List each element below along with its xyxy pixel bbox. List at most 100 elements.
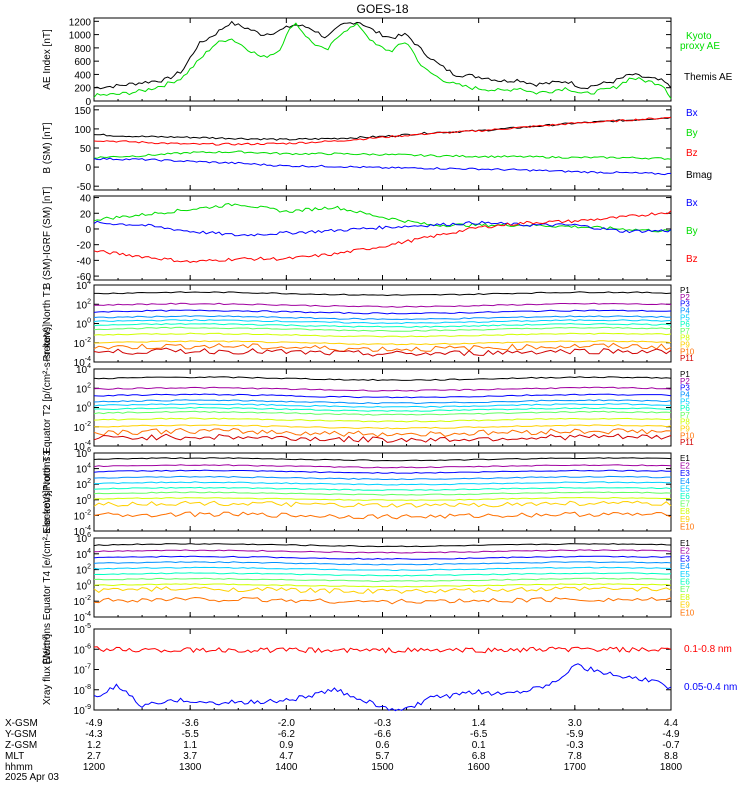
y-tick-label: -50 bbox=[77, 182, 92, 193]
ephemeris-value: 4.7 bbox=[279, 751, 293, 762]
channel-line-p4 bbox=[93, 315, 672, 321]
y-tick-label: -40 bbox=[77, 256, 92, 267]
ephemeris-value: 1300 bbox=[179, 762, 202, 773]
y-tick-label: 104 bbox=[76, 548, 91, 561]
y-tick-label: 0 bbox=[85, 225, 91, 236]
channel-label-p6: P6 bbox=[680, 404, 690, 413]
ephemeris-value: -6.2 bbox=[278, 729, 296, 740]
channel-label-e3: E3 bbox=[680, 469, 690, 478]
channel-label-p9: P9 bbox=[680, 425, 690, 434]
channel-label-p1: P1 bbox=[680, 286, 690, 295]
y-tick-label: 10-6 bbox=[74, 643, 91, 656]
channel-line-e7 bbox=[93, 577, 672, 583]
channel-line-e10 bbox=[93, 511, 672, 520]
channel-line-e1 bbox=[93, 457, 672, 462]
channel-line-e3 bbox=[93, 555, 672, 560]
ephemeris-value: -6.5 bbox=[470, 729, 488, 740]
y-tick-label: 40 bbox=[80, 194, 92, 205]
panel-frame bbox=[93, 105, 672, 191]
y-tick-exp: -2 bbox=[85, 595, 91, 602]
y-axis-label: Electrons North T3 bbox=[42, 450, 53, 534]
ephemeris-value: 4.4 bbox=[664, 718, 678, 729]
channel-line-e9 bbox=[93, 586, 672, 594]
channel-label-e1: E1 bbox=[680, 539, 690, 548]
y-tick-exp: 4 bbox=[87, 279, 91, 286]
channel-line-p2 bbox=[93, 386, 672, 392]
channel-line-p7 bbox=[93, 326, 672, 332]
channel-label-p2: P2 bbox=[680, 293, 690, 302]
series-line-bx bbox=[93, 220, 672, 237]
legend-xray-short: 0.05-0.4 nm bbox=[684, 682, 737, 693]
channel-label-p9: P9 bbox=[680, 341, 690, 350]
ephemeris-value: 1500 bbox=[371, 762, 394, 773]
y-tick-exp: -4 bbox=[85, 525, 91, 532]
channel-label-e6: E6 bbox=[680, 578, 690, 587]
legend-bz: Bz bbox=[686, 148, 698, 159]
y-axis-label: B (SM)-IGRF (SM) [nT] bbox=[42, 186, 53, 289]
channel-line-e2 bbox=[93, 549, 672, 554]
y-tick-label: 102 bbox=[76, 478, 91, 491]
channel-label-p7: P7 bbox=[680, 327, 690, 336]
series-line-bx bbox=[93, 157, 672, 176]
y-tick-label: 1000 bbox=[69, 31, 92, 42]
channel-label-e7: E7 bbox=[680, 500, 690, 509]
channel-line-p6 bbox=[93, 322, 672, 328]
channel-label-p5: P5 bbox=[680, 313, 690, 322]
y-tick-label: 10-2 bbox=[74, 509, 91, 522]
ephemeris-value: 3.0 bbox=[568, 718, 582, 729]
series-line-bz bbox=[93, 117, 672, 146]
series-line-0.1-0.8-nm bbox=[93, 646, 672, 654]
channel-line-e5 bbox=[93, 566, 672, 572]
channel-label-e2: E2 bbox=[680, 547, 690, 556]
y-tick-label: 104 bbox=[76, 279, 91, 292]
channel-line-p9 bbox=[94, 340, 672, 346]
y-axis-label: Protons Equator T2 [p/(cm²-s-sr-keV)] bbox=[42, 324, 53, 491]
legend-kyoto: Kyoto bbox=[686, 31, 712, 42]
channel-label-p3: P3 bbox=[680, 300, 690, 309]
ephemeris-value: -4.9 bbox=[85, 718, 103, 729]
y-tick-exp: -2 bbox=[85, 337, 91, 344]
legend-by: By bbox=[686, 128, 698, 139]
legend-xray-long: 0.1-0.8 nm bbox=[684, 644, 732, 655]
panel-xray: 10-9 10-8 10-7 10-6 10-5 Xray flux [W/m²] 0.1-… bbox=[42, 623, 737, 717]
y-tick-exp: 0 bbox=[87, 402, 91, 409]
channel-line-p4 bbox=[93, 399, 672, 405]
channel-line-e8 bbox=[93, 583, 672, 588]
ephemeris-row-label: MLT bbox=[5, 751, 24, 762]
y-tick-label: 1200 bbox=[69, 17, 92, 28]
ephemeris-row-label: X-GSM bbox=[5, 718, 38, 729]
ephemeris-value: -4.9 bbox=[662, 729, 680, 740]
channel-line-p9 bbox=[93, 424, 672, 430]
y-tick-exp: 0 bbox=[87, 318, 91, 325]
y-tick-exp: -2 bbox=[85, 421, 91, 428]
panel-bigrf: -60 -40 -20 0 20 40 B (SM)-IGRF (SM) [nT] Bx By B… bbox=[42, 186, 698, 289]
channel-line-e10 bbox=[93, 596, 672, 605]
channel-line-e7 bbox=[93, 491, 672, 496]
channel-line-e2 bbox=[93, 464, 672, 469]
channel-label-e8: E8 bbox=[680, 593, 690, 602]
y-tick-label: 100 bbox=[76, 579, 91, 592]
legend-proxy-ae: proxy AE bbox=[680, 41, 720, 52]
ephemeris-value: 1.1 bbox=[183, 740, 197, 751]
y-tick-label: 0 bbox=[85, 97, 91, 108]
ephemeris-value: -3.6 bbox=[182, 718, 200, 729]
y-tick-label: 102 bbox=[76, 382, 91, 395]
channel-line-p11 bbox=[93, 347, 672, 357]
ephemeris-value: 1600 bbox=[468, 762, 491, 773]
channel-line-p1 bbox=[94, 291, 672, 297]
y-axis-label: Protons North T1 bbox=[42, 285, 53, 361]
series-line-bz bbox=[93, 210, 672, 263]
ephemeris-value: -5.9 bbox=[566, 729, 584, 740]
y-tick-label: -20 bbox=[77, 241, 92, 252]
panel-frame bbox=[93, 195, 672, 281]
channel-line-e6 bbox=[93, 572, 672, 577]
y-tick-label: 10-2 bbox=[74, 421, 91, 434]
channel-line-e3 bbox=[93, 469, 671, 474]
channel-line-p11 bbox=[93, 433, 672, 443]
y-tick-label: 100 bbox=[76, 494, 91, 507]
channel-label-p2: P2 bbox=[680, 377, 690, 386]
y-tick-label: 10-2 bbox=[74, 595, 91, 608]
y-tick-exp: -2 bbox=[85, 509, 91, 516]
